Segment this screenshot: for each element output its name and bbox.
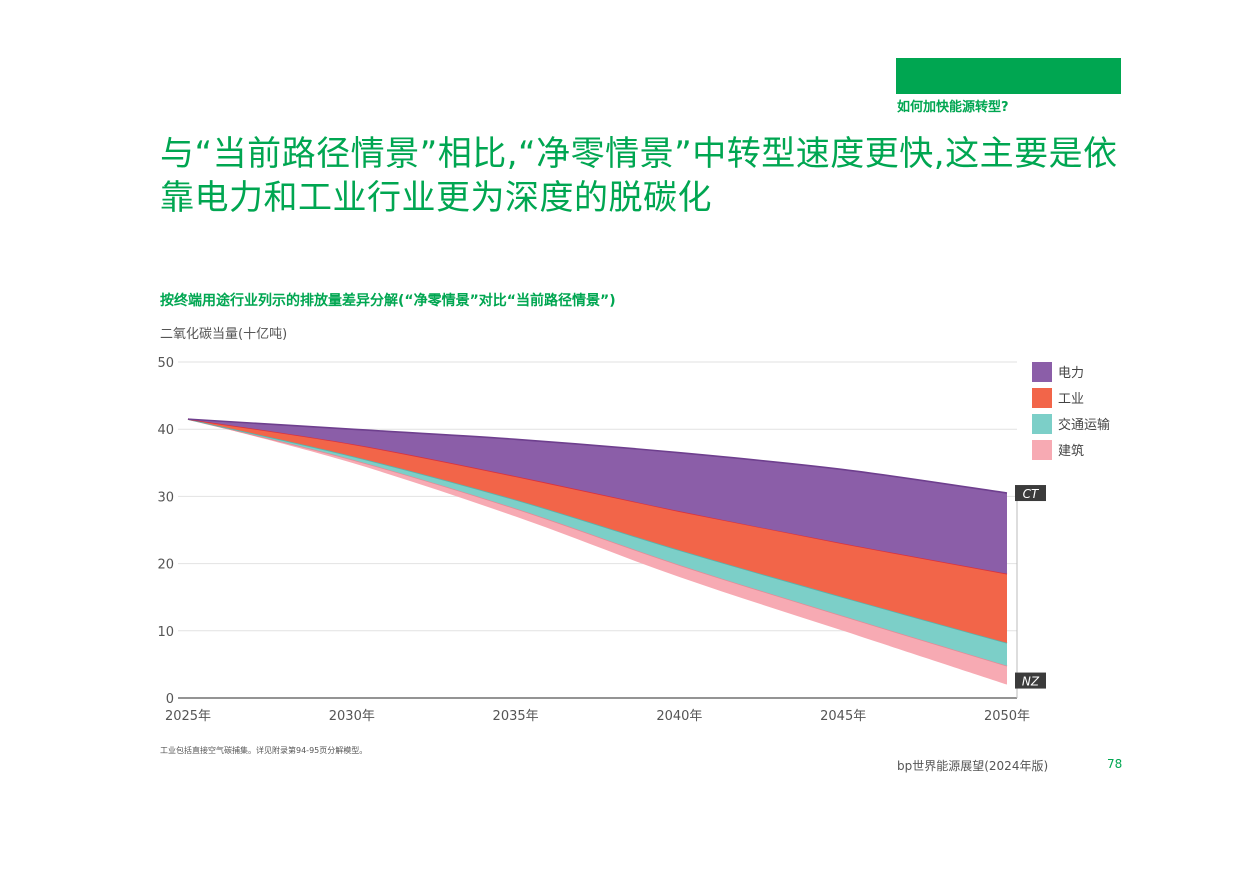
area-edge-电力: [187, 418, 1008, 494]
legend-swatch: [1032, 414, 1052, 434]
legend-label: 工业: [1058, 392, 1084, 407]
chart-title: 按终端用途行业列示的排放量差异分解(“净零情景”对比“当前路径情景”): [160, 293, 616, 309]
x-tick-label: 2030年: [329, 709, 375, 724]
annotation-box: [1015, 672, 1046, 689]
x-tick-label: 2040年: [656, 709, 702, 724]
legend-swatch: [1032, 388, 1052, 408]
header-accent-bar: [896, 58, 1121, 94]
x-tick-label: 2045年: [820, 709, 866, 724]
legend-swatch: [1032, 440, 1052, 460]
legend-swatch: [1032, 362, 1052, 382]
x-tick-label: 2050年: [984, 709, 1030, 724]
area-电力: [188, 419, 1007, 574]
y-tick-label: 50: [157, 356, 174, 371]
legend-label: 电力: [1058, 366, 1084, 381]
y-tick-label: 10: [157, 625, 174, 640]
legend-label: 建筑: [1058, 443, 1084, 459]
footnote: 工业包括直接空气碳捕集。详见附录第94-95页分解模型。: [160, 746, 368, 755]
annotation-box: [1015, 485, 1046, 502]
y-tick-label: 20: [157, 558, 174, 573]
y-axis-label: 二氧化碳当量(十亿吨): [160, 327, 288, 342]
publication-title: bp世界能源展望(2024年版): [897, 759, 1049, 773]
x-tick-label: 2035年: [493, 709, 539, 724]
y-tick-label: 0: [166, 692, 174, 707]
annotation-label: NZ: [1022, 675, 1040, 689]
y-tick-label: 40: [157, 423, 174, 438]
area-series: [187, 418, 1008, 685]
page-number: 78: [1107, 757, 1123, 771]
page-headline: 与“当前路径情景”相比,“净零情景”中转型速度更快,这主要是依靠电力和工业行业更…: [160, 134, 1118, 218]
legend-label: 交通运输: [1058, 417, 1110, 433]
x-tick-label: 2025年: [165, 709, 211, 724]
section-label: 如何加快能源转型?: [897, 100, 1009, 115]
axes: 0 10 20 30 40 50 2025年 2030年 2035年 2040年 2045年 2050…: [157, 356, 1030, 724]
annotations: CT NZ: [1015, 485, 1046, 689]
annotation-label: CT: [1023, 487, 1040, 501]
y-tick-label: 30: [157, 490, 174, 505]
